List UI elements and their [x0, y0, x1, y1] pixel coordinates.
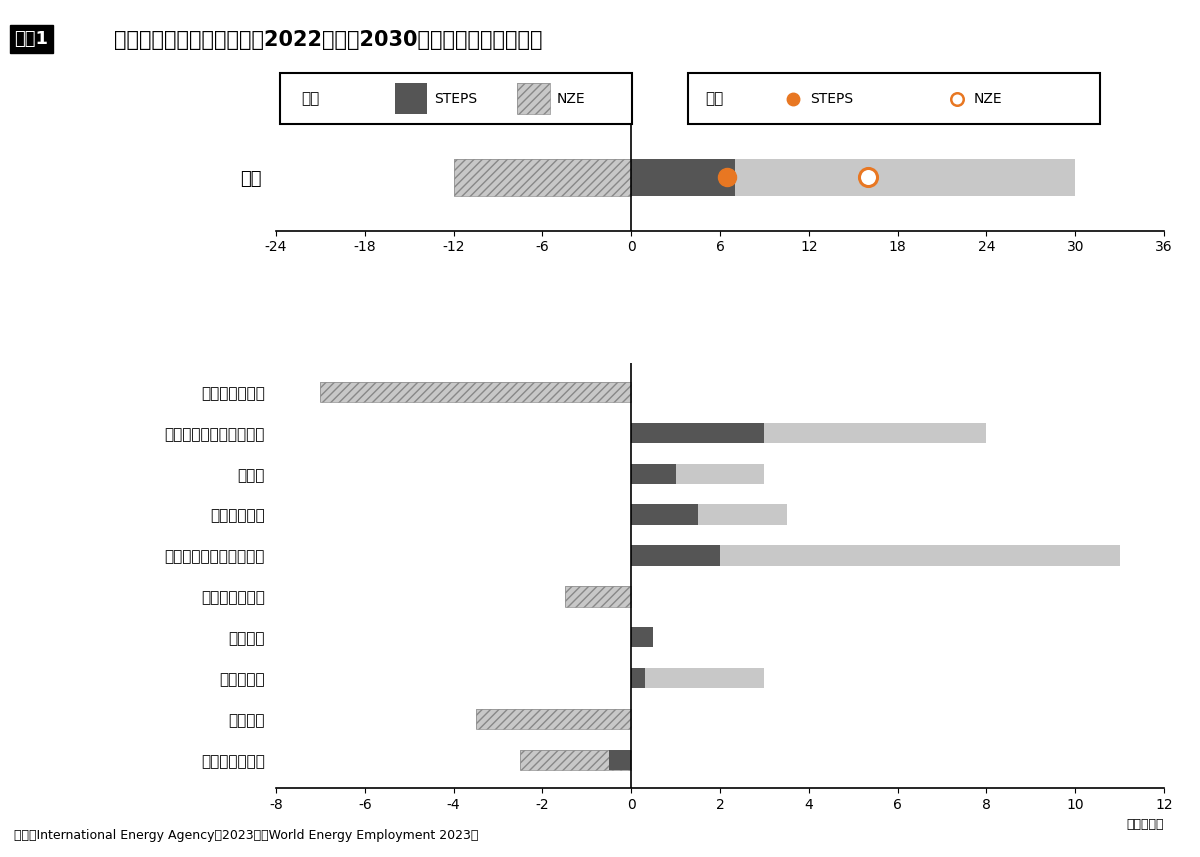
- FancyBboxPatch shape: [689, 74, 1099, 123]
- Bar: [631, 159, 1075, 195]
- Bar: [631, 545, 1120, 566]
- Text: STEPS: STEPS: [434, 92, 478, 105]
- Bar: [631, 464, 764, 484]
- Text: STEPS: STEPS: [810, 92, 853, 105]
- Bar: [475, 709, 631, 729]
- Bar: [631, 464, 676, 484]
- Bar: [631, 505, 787, 524]
- Bar: [521, 750, 631, 770]
- Bar: [454, 159, 631, 195]
- Text: NZE: NZE: [557, 92, 586, 105]
- Bar: [631, 159, 734, 195]
- Text: NZE: NZE: [974, 92, 1002, 105]
- Bar: [631, 423, 764, 443]
- Bar: [631, 545, 720, 566]
- Bar: [454, 159, 631, 195]
- Bar: [517, 83, 550, 114]
- Bar: [517, 83, 550, 114]
- Text: （百万人）: （百万人）: [1127, 818, 1164, 831]
- Bar: [320, 381, 631, 402]
- Bar: [395, 83, 427, 114]
- Bar: [631, 505, 698, 524]
- Text: 出所：International Energy Agency（2023）「World Energy Employment 2023」: 出所：International Energy Agency（2023）「Wor…: [14, 829, 479, 842]
- Bar: [320, 381, 631, 402]
- Bar: [475, 709, 631, 729]
- Text: 増減: 増減: [301, 91, 319, 106]
- FancyBboxPatch shape: [280, 74, 632, 123]
- Bar: [610, 750, 631, 770]
- Bar: [565, 586, 631, 607]
- Bar: [565, 586, 631, 607]
- Bar: [521, 750, 631, 770]
- Text: 合計: 合計: [704, 91, 724, 106]
- Text: 図表1: 図表1: [14, 30, 48, 48]
- Bar: [631, 668, 644, 688]
- Text: カーボンニュートラルでの2022年から2030年の世界の雇用の変化: カーボンニュートラルでの2022年から2030年の世界の雇用の変化: [114, 30, 542, 50]
- Bar: [631, 668, 764, 688]
- Bar: [631, 423, 986, 443]
- Bar: [631, 627, 654, 647]
